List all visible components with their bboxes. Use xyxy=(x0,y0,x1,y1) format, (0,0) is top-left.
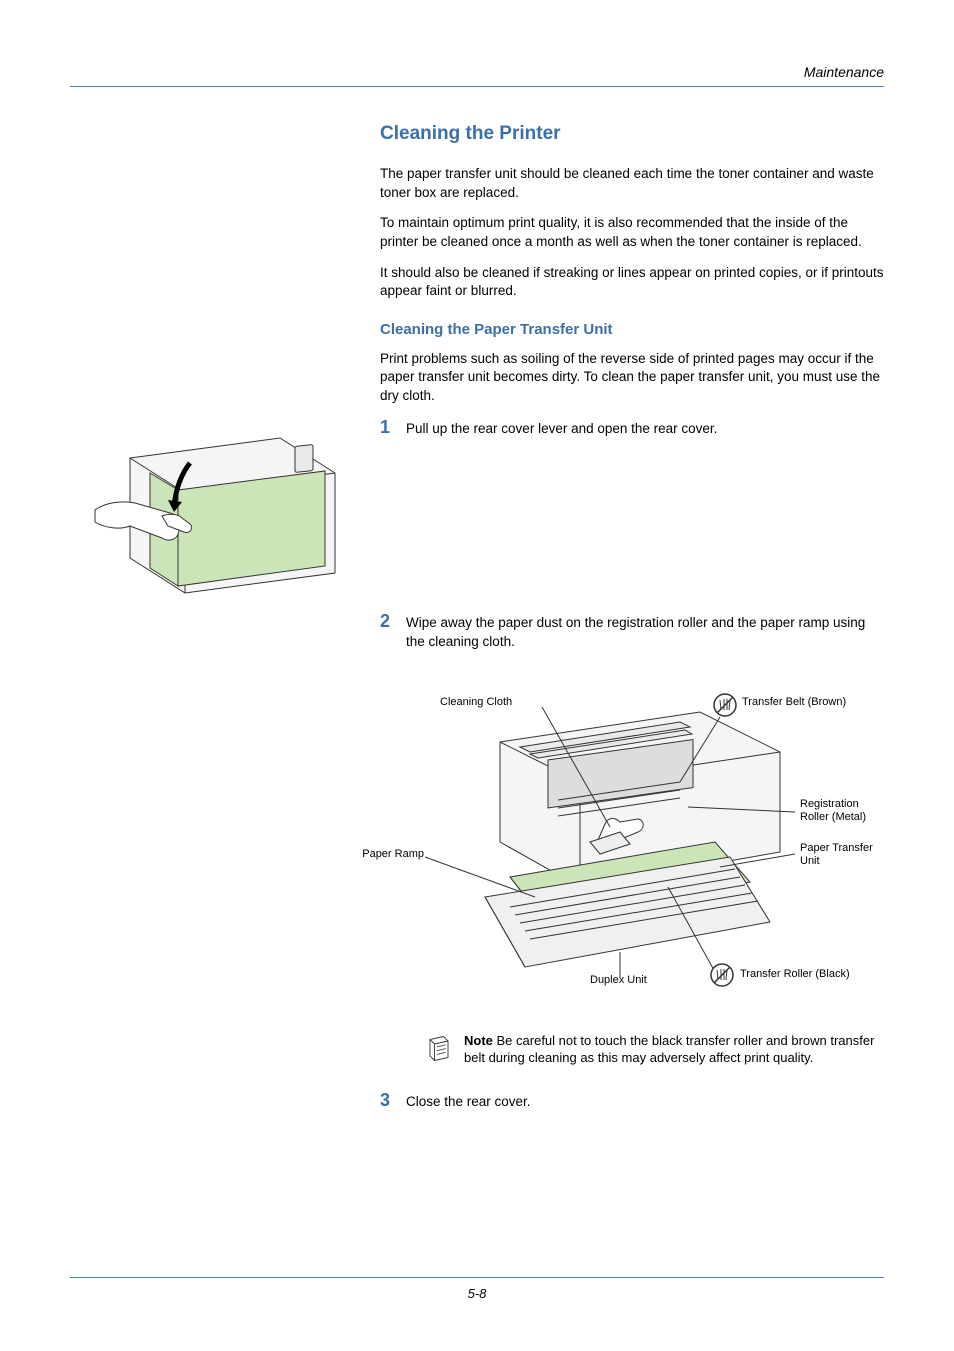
note-body: Be careful not to touch the black transf… xyxy=(464,1033,874,1066)
intro-para: It should also be cleaned if streaking o… xyxy=(380,264,884,301)
label-paper-transfer-unit: Paper Transfer Unit xyxy=(800,842,890,868)
step-text: Wipe away the paper dust on the registra… xyxy=(406,612,884,651)
step1-figure xyxy=(90,418,355,603)
step-number: 1 xyxy=(380,418,406,438)
annotated-printer-diagram: Cleaning Cloth Transfer Belt (Brown) Reg… xyxy=(320,672,900,1002)
step-number: 3 xyxy=(380,1091,406,1111)
section-title: Cleaning the Printer xyxy=(380,123,884,145)
page-header: Maintenance xyxy=(70,64,884,87)
header-section-name: Maintenance xyxy=(70,64,884,80)
page-number: 5-8 xyxy=(468,1286,487,1301)
note-text: Note Be careful not to touch the black t… xyxy=(464,1032,884,1068)
subsection-intro: Print problems such as soiling of the re… xyxy=(380,350,884,406)
spacer xyxy=(380,452,884,612)
intro-para: The paper transfer unit should be cleane… xyxy=(380,165,884,202)
step-row: 1 Pull up the rear cover lever and open … xyxy=(380,418,884,439)
content-column: Cleaning the Printer The paper transfer … xyxy=(380,123,884,1112)
note-box: Note Be careful not to touch the black t… xyxy=(424,1032,884,1068)
label-transfer-roller: Transfer Roller (Black) xyxy=(740,968,850,981)
subsection-title: Cleaning the Paper Transfer Unit xyxy=(380,321,884,338)
step-text: Pull up the rear cover lever and open th… xyxy=(406,418,717,439)
step-row: 2 Wipe away the paper dust on the regist… xyxy=(380,612,884,651)
step-row: 3 Close the rear cover. xyxy=(380,1091,884,1112)
step-number: 2 xyxy=(380,612,406,632)
label-paper-ramp: Paper Ramp xyxy=(352,848,424,861)
label-cleaning-cloth: Cleaning Cloth xyxy=(440,696,512,709)
step-text: Close the rear cover. xyxy=(406,1091,531,1112)
note-label: Note xyxy=(464,1033,493,1048)
intro-para: To maintain optimum print quality, it is… xyxy=(380,214,884,251)
note-icon xyxy=(424,1032,454,1062)
printer-open-diagram-svg xyxy=(320,672,900,1002)
label-duplex-unit: Duplex Unit xyxy=(590,974,647,987)
printer-rear-cover-svg xyxy=(90,418,355,603)
label-transfer-belt: Transfer Belt (Brown) xyxy=(742,696,846,709)
page-footer: 5-8 xyxy=(70,1277,884,1301)
label-registration-roller: Registration Roller (Metal) xyxy=(800,798,880,824)
